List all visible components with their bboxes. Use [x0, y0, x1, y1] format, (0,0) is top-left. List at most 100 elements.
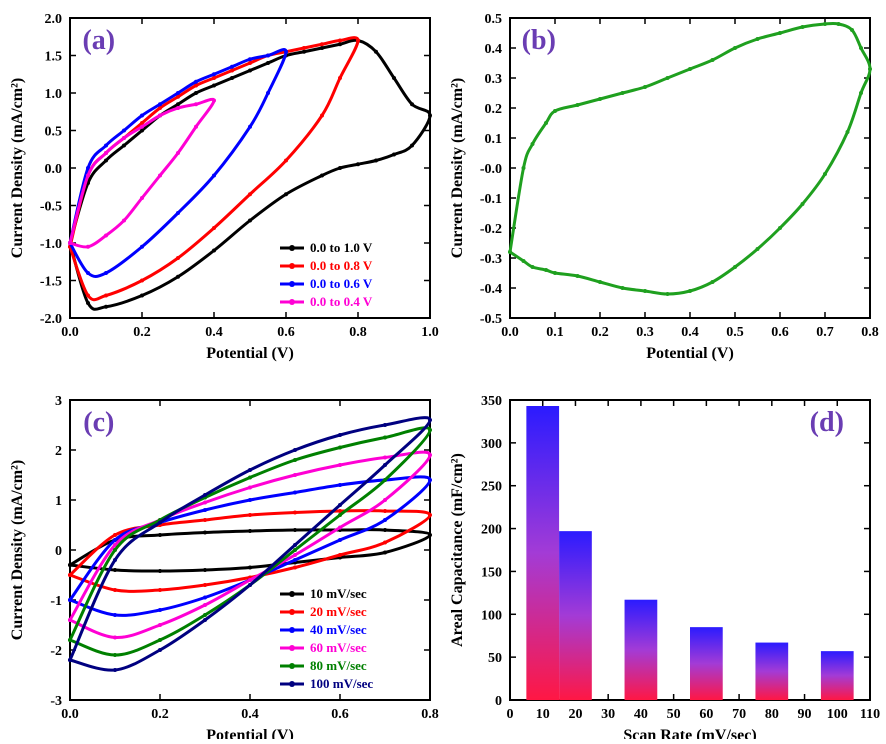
legend-item: 0.0 to 0.8 V — [310, 258, 373, 273]
legend-item: 20 mV/sec — [310, 604, 367, 619]
svg-text:0.7: 0.7 — [816, 325, 834, 340]
legend-item: 0.0 to 0.4 V — [310, 294, 373, 309]
svg-text:Scan Rate (mV/sec): Scan Rate (mV/sec) — [623, 727, 756, 739]
legend-item: 0.0 to 0.6 V — [310, 276, 373, 291]
legend-item: 10 mV/sec — [310, 586, 367, 601]
legend-item: 80 mV/sec — [310, 658, 367, 673]
legend-item: 60 mV/sec — [310, 640, 367, 655]
panel-label: (d) — [810, 407, 844, 438]
svg-text:0.3: 0.3 — [636, 325, 654, 340]
panel-c: 0.00.20.40.60.8-3-2-10123Potential (V)Cu… — [9, 394, 439, 739]
svg-text:0.1: 0.1 — [546, 325, 564, 340]
svg-text:0.4: 0.4 — [241, 707, 259, 722]
bar — [821, 651, 854, 700]
legend-item: 100 mV/sec — [310, 676, 373, 691]
svg-text:0.8: 0.8 — [421, 707, 439, 722]
legend-item: 0.0 to 1.0 V — [310, 240, 373, 255]
panel-a: 0.0 0.2 0.4 0.6 0.8 1.0 -2.0 -1.5 -1.0 -0.5 0.0 0.5… — [9, 12, 439, 362]
svg-text:0.2: 0.2 — [485, 102, 503, 117]
svg-text:Potential (V): Potential (V) — [646, 345, 734, 362]
svg-text:1.0: 1.0 — [45, 87, 63, 102]
svg-text:350: 350 — [481, 394, 502, 409]
svg-text:0.6: 0.6 — [331, 707, 349, 722]
svg-text:-2: -2 — [50, 644, 62, 659]
svg-text:-0.5: -0.5 — [40, 200, 62, 215]
svg-text:0.2: 0.2 — [133, 325, 151, 340]
panel-label: (c) — [83, 407, 114, 438]
svg-text:0.4: 0.4 — [485, 42, 503, 57]
svg-text:2.0: 2.0 — [45, 12, 63, 27]
svg-text:1.0: 1.0 — [421, 325, 439, 340]
svg-text:-0.2: -0.2 — [480, 222, 502, 237]
svg-text:0.1: 0.1 — [485, 132, 503, 147]
panel-b: 0.0 0.1 0.2 0.3 0.4 0.5 0.6 0.7 0.8 -0.5 -0.4 -0.3 -… — [449, 12, 879, 362]
figure-svg: 0.00.20.40.60.81.0-2.0-1.5-1.0-0.50.00.5… — [0, 0, 886, 739]
svg-text:0.5: 0.5 — [485, 12, 503, 27]
svg-text:0.6: 0.6 — [277, 325, 295, 340]
bar — [755, 643, 788, 700]
svg-text:1: 1 — [55, 494, 62, 509]
svg-text:0.4: 0.4 — [681, 325, 699, 340]
svg-text:0.2: 0.2 — [591, 325, 609, 340]
svg-text:0.0: 0.0 — [45, 162, 63, 177]
svg-text:0.0: 0.0 — [61, 707, 79, 722]
legend-item: 40 mV/sec — [310, 622, 367, 637]
svg-text:0.4: 0.4 — [205, 325, 223, 340]
svg-text:Potential (V): Potential (V) — [206, 345, 294, 362]
svg-text:0.2: 0.2 — [151, 707, 169, 722]
svg-text:70: 70 — [732, 707, 746, 722]
svg-text:-3: -3 — [50, 694, 62, 709]
svg-text:0: 0 — [507, 707, 514, 722]
svg-text:Current Density (mA/cm²): Current Density (mA/cm²) — [9, 78, 26, 258]
panel-label: (b) — [522, 25, 556, 56]
svg-text:-0.4: -0.4 — [480, 282, 502, 297]
svg-text:0.8: 0.8 — [861, 325, 879, 340]
svg-text:-1.0: -1.0 — [40, 237, 62, 252]
svg-text:Potential (V): Potential (V) — [206, 727, 294, 739]
svg-text:-0.0: -0.0 — [480, 162, 502, 177]
svg-text:1.5: 1.5 — [45, 50, 63, 65]
bar — [690, 627, 723, 700]
svg-text:20: 20 — [568, 707, 582, 722]
svg-text:0.5: 0.5 — [45, 125, 63, 140]
svg-text:300: 300 — [481, 437, 502, 452]
svg-text:0.3: 0.3 — [485, 72, 503, 87]
svg-text:0: 0 — [55, 544, 62, 559]
svg-text:Areal Capacitance (mF/cm²): Areal Capacitance (mF/cm²) — [449, 453, 466, 647]
svg-text:0.5: 0.5 — [726, 325, 744, 340]
svg-text:0.0: 0.0 — [501, 325, 519, 340]
svg-text:-0.3: -0.3 — [480, 252, 502, 267]
svg-text:0: 0 — [495, 694, 502, 709]
svg-text:40: 40 — [634, 707, 648, 722]
svg-text:-1.5: -1.5 — [40, 275, 62, 290]
svg-text:80: 80 — [765, 707, 779, 722]
panel-label: (a) — [82, 25, 115, 56]
svg-text:0.0: 0.0 — [61, 325, 79, 340]
svg-text:30: 30 — [601, 707, 615, 722]
bar — [526, 406, 559, 700]
svg-text:250: 250 — [481, 480, 502, 495]
svg-text:90: 90 — [798, 707, 812, 722]
panel-d: 0 10 20 30 40 50 60 70 80 90 100 110 0 50 100 150 200 250… — [449, 394, 880, 739]
svg-text:0.8: 0.8 — [349, 325, 367, 340]
svg-text:100: 100 — [481, 608, 502, 623]
svg-text:3: 3 — [55, 394, 62, 409]
figure: 0.00.20.40.60.81.0-2.0-1.5-1.0-0.50.00.5… — [0, 0, 886, 739]
svg-text:50: 50 — [667, 707, 681, 722]
svg-text:150: 150 — [481, 565, 502, 580]
bar — [625, 600, 658, 700]
svg-text:60: 60 — [699, 707, 713, 722]
svg-text:200: 200 — [481, 523, 502, 538]
svg-text:2: 2 — [55, 444, 62, 459]
svg-text:100: 100 — [827, 707, 848, 722]
svg-text:Current Density (mA/cm²): Current Density (mA/cm²) — [9, 460, 26, 640]
svg-text:110: 110 — [860, 707, 880, 722]
svg-text:-2.0: -2.0 — [40, 312, 62, 327]
svg-text:10: 10 — [536, 707, 550, 722]
svg-text:50: 50 — [488, 651, 502, 666]
svg-text:-0.5: -0.5 — [480, 312, 502, 327]
svg-text:-0.1: -0.1 — [480, 192, 502, 207]
svg-text:Current Density (mA/cm²): Current Density (mA/cm²) — [449, 78, 466, 258]
bar — [559, 531, 592, 700]
svg-text:0.6: 0.6 — [771, 325, 789, 340]
